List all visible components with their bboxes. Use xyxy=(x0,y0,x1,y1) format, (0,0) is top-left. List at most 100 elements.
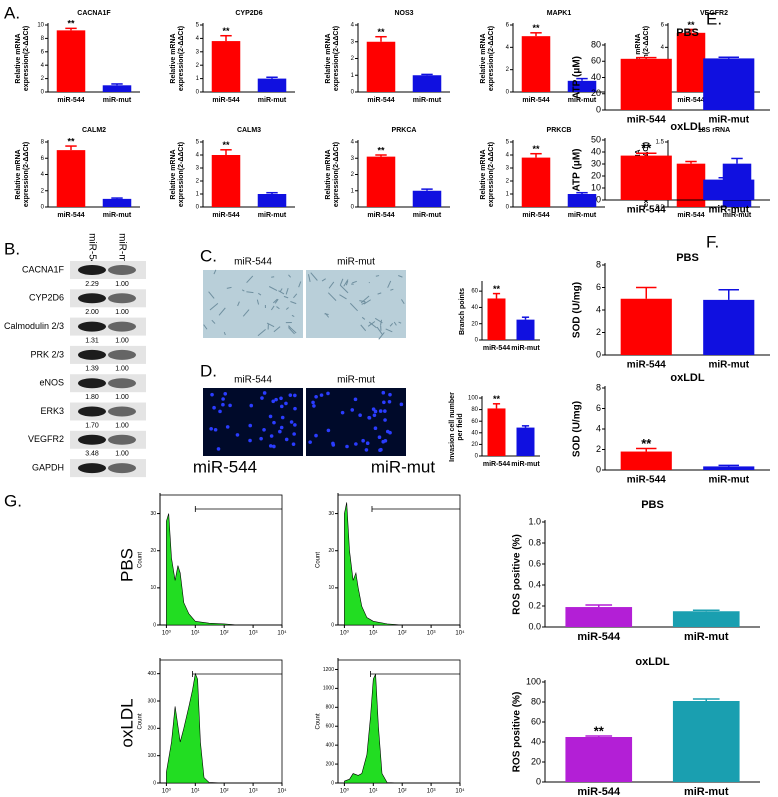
cell-process xyxy=(293,293,298,299)
plot-frame xyxy=(337,659,461,784)
nucleus xyxy=(353,397,358,402)
nucleus xyxy=(365,441,370,446)
cell-process xyxy=(387,280,392,288)
nucleus xyxy=(262,391,267,395)
nucleus xyxy=(377,435,382,440)
nucleus xyxy=(319,393,324,397)
cell-process xyxy=(389,322,394,327)
nucleus xyxy=(399,402,404,407)
bar xyxy=(703,58,755,110)
y-tick-label: 1 xyxy=(351,188,355,194)
x-tick-label: miR-544 xyxy=(677,97,704,104)
y-tick-label: 600 xyxy=(326,724,335,730)
y-tick-label: 20 xyxy=(150,548,156,554)
cell-process xyxy=(339,294,347,300)
nucleus xyxy=(223,391,228,396)
cell-process xyxy=(271,276,275,278)
panel-letter: A. xyxy=(4,3,20,22)
flow-row-label: oxLDL xyxy=(117,698,136,747)
y-tick-label: 0 xyxy=(153,622,156,628)
y-tick-label: 4 xyxy=(661,45,665,51)
y-tick-label: 1000 xyxy=(323,686,334,692)
x-tick-label: miR-mut xyxy=(684,631,729,643)
chart-title: CACNA1F xyxy=(77,10,111,17)
x-tick-label: 10³ xyxy=(427,789,436,795)
cell-process xyxy=(374,317,383,324)
x-tick-label: miR-544 xyxy=(627,205,666,216)
y-tick-label: 60 xyxy=(471,419,478,425)
y-axis-label: SOD (U/mg) xyxy=(572,401,583,457)
cell-process xyxy=(209,302,219,311)
y-axis-label: Count xyxy=(316,713,322,729)
blot-band xyxy=(108,349,136,360)
histogram-area xyxy=(166,513,254,626)
nucleus xyxy=(314,433,318,438)
chart-title: PBS xyxy=(676,252,699,264)
y-tick-label: 0 xyxy=(41,205,45,211)
x-tick-label: miR-544 xyxy=(483,461,510,468)
significance: ** xyxy=(641,141,652,156)
x-tick-label: miR-mut xyxy=(103,97,132,104)
flow-row-label: PBS xyxy=(117,548,136,582)
y-tick-label: 2 xyxy=(41,188,45,194)
nucleus xyxy=(293,393,297,398)
cell-process xyxy=(256,299,260,305)
y-tick-label: 0 xyxy=(596,464,601,474)
x-tick-label: 10¹ xyxy=(369,631,378,637)
blot-band xyxy=(78,406,106,417)
y-axis-label: Invasion cell number xyxy=(449,392,456,462)
y-tick-label: 0 xyxy=(351,90,355,96)
x-tick-label: miR-mut xyxy=(723,212,752,219)
y-axis-label: Relative mRNA xyxy=(15,33,22,83)
histogram-area xyxy=(166,672,225,784)
nucleus xyxy=(350,408,355,412)
nucleus xyxy=(381,439,386,444)
x-tick-label: miR-544 xyxy=(522,97,549,104)
y-tick-label: 1.5 xyxy=(656,140,665,146)
y-tick-label: 20 xyxy=(591,88,601,98)
blot-value: 1.31 xyxy=(85,337,99,344)
x-tick-label: miR-mut xyxy=(258,212,287,219)
y-axis-label: ATP (μM) xyxy=(572,149,583,192)
cell-process xyxy=(401,299,405,305)
nucleus xyxy=(279,425,284,430)
x-tick-label: miR-mut xyxy=(413,212,442,219)
bar xyxy=(412,75,442,92)
blot-row-label: Calmodulin 2/3 xyxy=(4,321,64,331)
y-axis-label: Relative mRNA xyxy=(635,33,642,83)
y-axis-label: expression(2-ΔΔCt) xyxy=(488,142,495,207)
y-axis-label: expression(2-ΔΔCt) xyxy=(333,26,340,91)
x-tick-label: miR-544 xyxy=(212,97,239,104)
bar xyxy=(257,78,287,92)
blot-band xyxy=(108,434,136,445)
cell-process xyxy=(273,326,281,333)
nucleus xyxy=(367,415,371,420)
cell-process xyxy=(274,298,279,304)
x-tick-label: miR-544 xyxy=(577,786,621,797)
blot-value: 1.00 xyxy=(115,394,129,401)
y-tick-label: 4 xyxy=(596,304,601,314)
y-tick-label: 100 xyxy=(148,753,157,759)
y-tick-label: 1 xyxy=(351,73,355,79)
y-tick-label: 60 xyxy=(531,716,541,726)
nucleus xyxy=(272,444,276,449)
bar xyxy=(56,30,86,92)
x-tick-label: miR-mut xyxy=(708,115,749,126)
cell-process xyxy=(376,326,383,336)
y-tick-label: 8 xyxy=(41,36,45,42)
y-axis-label: Count xyxy=(138,713,144,729)
bar xyxy=(703,299,755,355)
cell-process xyxy=(268,286,278,291)
nucleus xyxy=(326,391,330,396)
cell-process xyxy=(321,278,326,282)
nucleus xyxy=(326,428,331,433)
y-tick-label: 10 xyxy=(150,585,156,591)
y-tick-label: 0 xyxy=(596,104,601,114)
cell-process xyxy=(385,328,393,333)
cell-process xyxy=(290,301,297,305)
blot-value: 1.39 xyxy=(85,366,99,373)
cell-process xyxy=(213,269,217,275)
cell-process xyxy=(360,324,367,332)
chart-title: PBS xyxy=(676,27,699,39)
significance: ** xyxy=(493,394,501,404)
